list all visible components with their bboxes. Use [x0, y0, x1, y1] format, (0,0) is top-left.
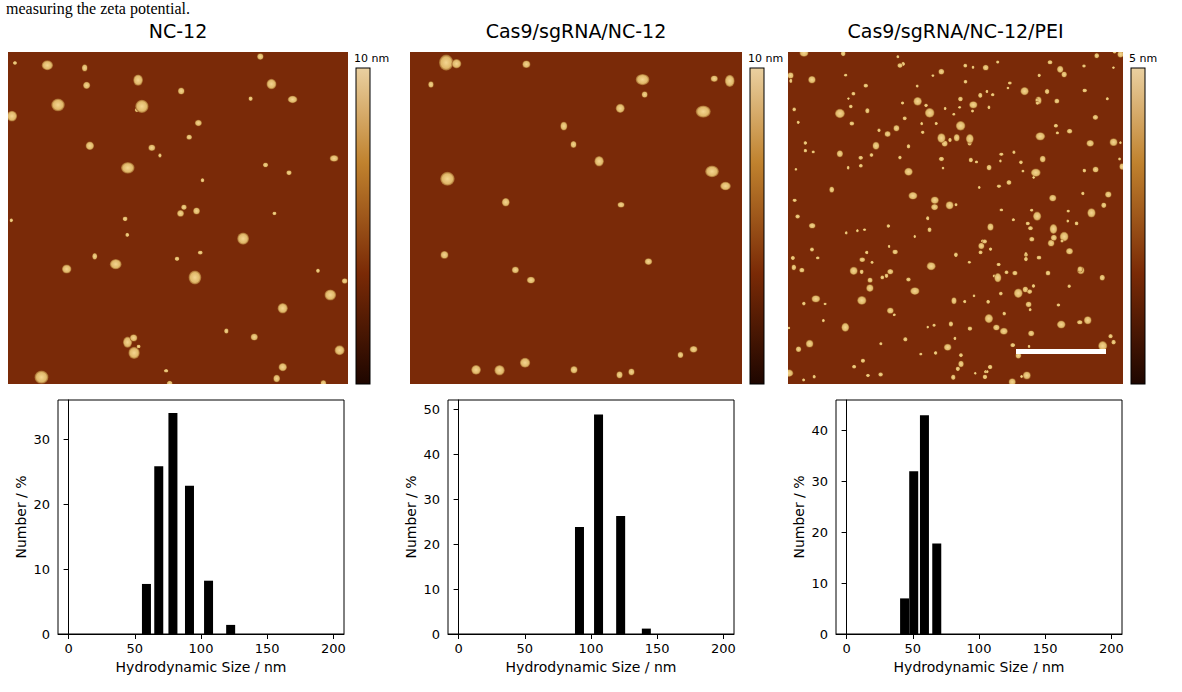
html-text:measuring the zeta potential.: measuring the zeta potential. [6, 0, 190, 17]
svg-text:20: 20 [811, 525, 828, 540]
svg-text:200: 200 [711, 641, 736, 656]
svg-text:40: 40 [423, 447, 440, 462]
svg-text:50: 50 [517, 641, 534, 656]
svg-text:100: 100 [579, 641, 604, 656]
svg-text:40: 40 [811, 423, 828, 438]
svg-text:10 nm: 10 nm [354, 52, 389, 65]
html-text:Cas9/sgRNA/NC-12/PEI: Cas9/sgRNA/NC-12/PEI [847, 20, 1064, 42]
svg-text:10 nm: 10 nm [748, 52, 783, 65]
svg-text:0: 0 [64, 641, 72, 656]
svg-text:200: 200 [321, 641, 346, 656]
svg-text:100: 100 [967, 641, 992, 656]
svg-text:Number / %: Number / % [791, 475, 807, 558]
svg-text:50: 50 [905, 641, 922, 656]
svg-text:Hydrodynamic Size / nm: Hydrodynamic Size / nm [894, 659, 1065, 675]
svg-text:30: 30 [811, 474, 828, 489]
svg-text:150: 150 [645, 641, 670, 656]
svg-text:Hydrodynamic Size / nm: Hydrodynamic Size / nm [116, 659, 287, 675]
svg-text:0: 0 [842, 641, 850, 656]
svg-text:Number / %: Number / % [403, 475, 419, 558]
html-text:Cas9/sgRNA/NC-12: Cas9/sgRNA/NC-12 [485, 20, 667, 42]
svg-text:30: 30 [423, 492, 440, 507]
svg-text:20: 20 [33, 497, 50, 512]
svg-text:10: 10 [811, 576, 828, 591]
svg-text:Number / %: Number / % [13, 475, 29, 558]
svg-text:Hydrodynamic Size / nm: Hydrodynamic Size / nm [506, 659, 677, 675]
svg-text:150: 150 [255, 641, 280, 656]
svg-text:0: 0 [432, 627, 440, 642]
html-text:NC-12: NC-12 [148, 20, 208, 42]
svg-text:10: 10 [423, 582, 440, 597]
svg-text:20: 20 [423, 537, 440, 552]
svg-text:50: 50 [127, 641, 144, 656]
svg-text:10: 10 [33, 562, 50, 577]
svg-text:0: 0 [42, 627, 50, 642]
svg-text:100: 100 [189, 641, 214, 656]
svg-text:50: 50 [423, 402, 440, 417]
svg-text:150: 150 [1033, 641, 1058, 656]
svg-text:0: 0 [454, 641, 462, 656]
svg-text:0: 0 [820, 627, 828, 642]
svg-text:5 nm: 5 nm [1129, 52, 1157, 65]
svg-text:30: 30 [33, 432, 50, 447]
svg-text:200: 200 [1099, 641, 1124, 656]
